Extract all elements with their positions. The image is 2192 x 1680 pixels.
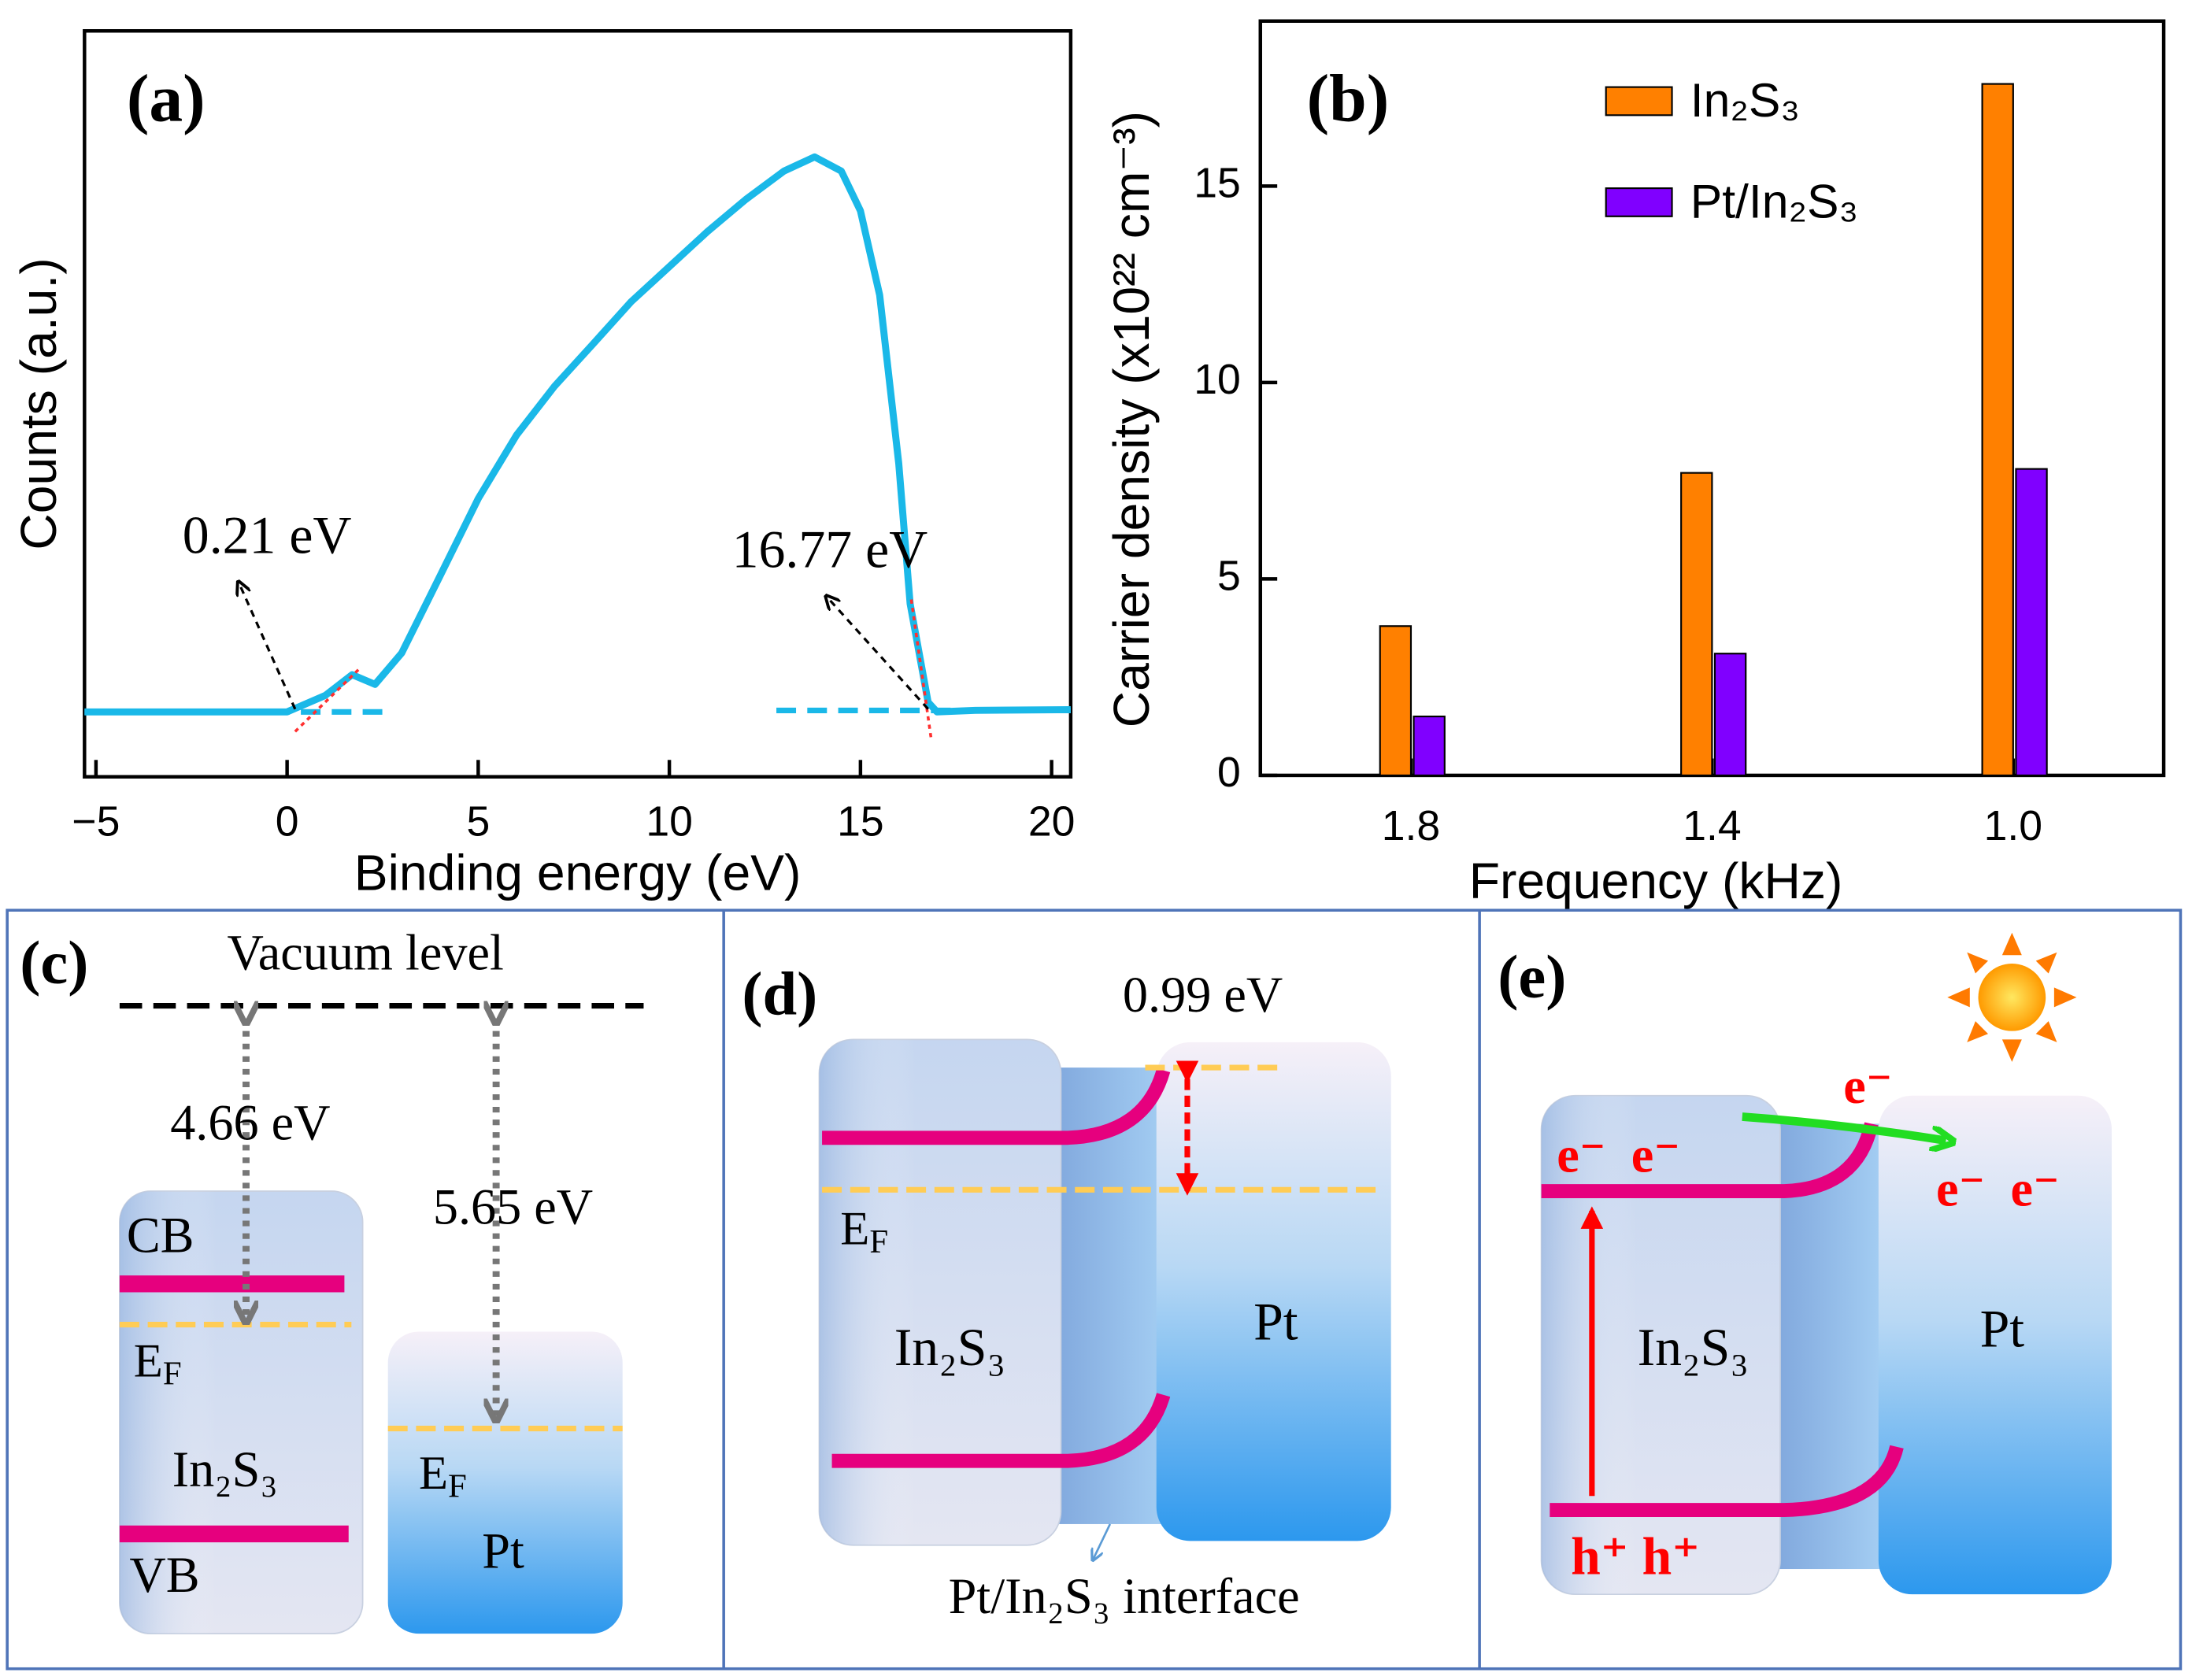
y-tick-label: 5	[1217, 553, 1241, 600]
panel-c: (c) Vacuum level 4.66 eV 5.65 eV CB VB E…	[20, 925, 644, 1635]
y-axis-label: Carrier density (x10²² cm⁻³)	[1103, 111, 1160, 727]
vb-band	[831, 1393, 1171, 1468]
x-axis-label: Binding energy (eV)	[354, 844, 802, 901]
energy-label: 4.66 eV	[170, 1095, 330, 1151]
material-label: In₂S₃	[894, 1318, 1005, 1377]
annotation: 16.77 eV	[732, 520, 928, 579]
bar	[1379, 625, 1413, 776]
subscript: F	[448, 1467, 467, 1504]
panel-label: (e)	[1498, 942, 1566, 1011]
panel-label: (c)	[20, 928, 88, 997]
symbol: E	[840, 1203, 869, 1256]
annotation-arrow	[239, 583, 297, 710]
fermi-label: EF	[419, 1447, 467, 1504]
vb-label: VB	[129, 1547, 199, 1603]
legend-swatch	[1605, 187, 1673, 217]
x-tick-label: 20	[1028, 799, 1076, 846]
chart-a: −5 0 5 10 15 20 Binding energy (eV) Counts (a.u…	[10, 29, 1076, 901]
material-label: Pt	[482, 1523, 524, 1579]
electron-label: e⁻ e⁻	[1557, 1127, 1680, 1183]
sun-icon	[1947, 932, 2077, 1062]
plot-frame	[83, 29, 1073, 779]
panel-label: (b)	[1307, 61, 1390, 135]
y-tick-label: 15	[1194, 161, 1241, 207]
fermi-label: EF	[840, 1203, 888, 1260]
x-tick-label: 5	[466, 799, 490, 846]
material-label: In₂S₃	[172, 1441, 278, 1497]
x-tick-label: 1.0	[1984, 803, 2042, 849]
vb-band	[1550, 1445, 1904, 1518]
x-tick-label: 15	[837, 799, 884, 846]
bar	[1981, 83, 2014, 776]
tangent-fit	[909, 599, 933, 738]
x-tick-label: −5	[72, 799, 120, 846]
subscript: F	[163, 1355, 182, 1392]
y-axis-label: Counts (a.u.)	[10, 257, 67, 550]
data-line	[84, 153, 1071, 716]
diagram-frame	[6, 908, 2183, 1671]
vacuum-label: Vacuum level	[228, 925, 504, 981]
legend-swatch	[1605, 86, 1673, 117]
x-tick-label: 0	[276, 799, 299, 846]
cb-label: CB	[127, 1207, 194, 1263]
barrier-label: 0.99 eV	[1123, 967, 1283, 1023]
x-tick-label: 1.4	[1683, 803, 1741, 849]
electron-label: e⁻	[1843, 1058, 1892, 1114]
material-label: Pt	[1253, 1293, 1298, 1352]
bar	[1413, 715, 1446, 776]
x-tick-label: 1.8	[1382, 803, 1440, 849]
panel-d: (d) 0.99 eV EF In₂S₃ Pt Pt/In₂S₃ interfa…	[742, 959, 1391, 1624]
symbol: E	[419, 1447, 448, 1500]
panel-label: (d)	[742, 959, 817, 1027]
cb-band	[1541, 1122, 1879, 1198]
bar	[1713, 653, 1747, 776]
legend-label: Pt/In₂S₃	[1690, 175, 1858, 228]
energy-label: 5.65 eV	[433, 1179, 593, 1235]
symbol: E	[134, 1334, 163, 1387]
subscript: F	[869, 1223, 888, 1260]
x-tick-label: 10	[646, 799, 693, 846]
x-axis-label: Frequency (kHz)	[1469, 853, 1843, 909]
tangent-fit	[294, 668, 360, 733]
block-shade	[819, 1039, 1061, 1545]
pt-block	[387, 1331, 623, 1634]
bar	[1680, 472, 1713, 776]
bar	[2015, 468, 2048, 776]
y-tick-label: 0	[1217, 749, 1241, 796]
material-label: In₂S₃	[1638, 1318, 1749, 1377]
fermi-label: EF	[134, 1334, 182, 1392]
legend-label: In₂S₃	[1690, 73, 1800, 127]
panel-label: (a)	[127, 61, 206, 135]
electron-label: e⁻ e⁻	[1936, 1160, 2060, 1216]
block-shade	[119, 1191, 363, 1634]
chart-b: 0 5 10 15 1.8 1.4 1.0 In₂S₃ Pt/In₂S₃ Frequency (k…	[1103, 19, 2166, 909]
pt-block	[1156, 1042, 1391, 1541]
transfer-arrow	[1742, 1112, 1946, 1141]
interface-label: Pt/In₂S₃ interface	[949, 1568, 1300, 1624]
annotation: 0.21 eV	[183, 506, 352, 565]
y-tick-label: 10	[1194, 357, 1241, 403]
material-label: Pt	[1980, 1300, 2025, 1359]
cb-band	[822, 1068, 1171, 1145]
panel-e: (e) e⁻ e⁻ e⁻ e⁻ e⁻ h⁺ h⁺ In₂S₃ Pt	[1498, 932, 2112, 1596]
hole-label: h⁺ h⁺	[1571, 1527, 1700, 1586]
pointer-arrow	[1093, 1523, 1112, 1560]
pt-block	[1878, 1095, 2112, 1595]
